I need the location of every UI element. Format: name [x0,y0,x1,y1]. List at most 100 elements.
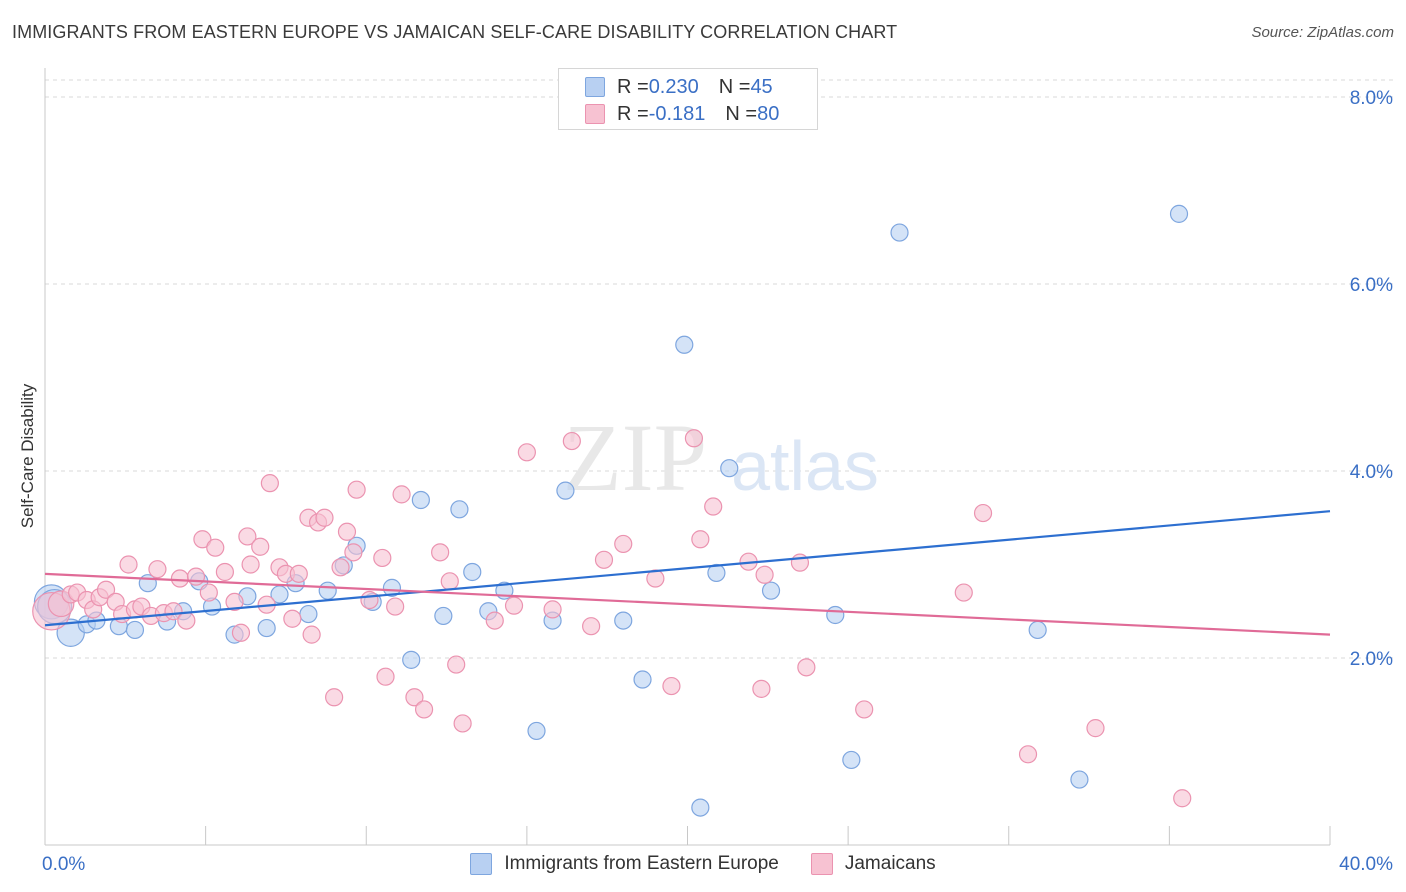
jamaican-point [302,625,321,644]
x-tick-label: 0.0% [42,854,85,875]
jamaican-point [752,679,771,698]
legend-label: Jamaicans [844,853,936,874]
jamaican-point [315,508,334,527]
watermark-zip: ZIP [563,404,707,511]
trend-lines [44,510,1331,636]
jamaican-point [331,558,350,577]
jamaican-point [170,569,190,588]
eastern-europe-point [411,490,430,510]
series1-swatch [585,77,605,97]
jamaican-point [662,676,681,696]
jamaican-point [954,583,973,602]
eastern-europe-point [299,604,318,624]
eastern-europe-point [556,481,575,500]
jamaican-point [347,480,366,499]
jamaican-point [231,623,251,642]
jamaican-point [289,564,308,583]
jamaican-point [1086,719,1105,738]
jamaican-point [119,555,138,574]
jamaican-point [614,534,633,554]
jamaican-point [485,611,504,630]
jamaican-point [199,583,218,602]
series2-swatch [585,104,605,124]
n-label: N = [718,75,751,98]
eastern-europe-point [450,500,469,519]
jamaican-point [386,597,405,616]
data-points [32,204,1192,817]
jamaican-point [1173,789,1192,808]
axes [44,68,1331,846]
eastern-europe-point [1169,204,1189,223]
r-value: -0.181 [648,102,706,125]
source-credit: Source: ZipAtlas.com [1251,24,1394,41]
eastern-europe-point [720,459,739,478]
n-value: 80 [757,102,780,125]
jamaican-point [373,548,392,568]
eastern-europe-point [707,563,726,583]
jamaican-point [260,474,279,493]
jamaican-point [405,688,424,707]
eastern-europe-point [125,620,145,640]
jamaican-point [225,592,244,612]
jamaican-point [504,596,524,615]
y-tick-label: 4.0% [1350,462,1393,483]
series-legend: Immigrants from Eastern Europe Jamaicans [0,850,1406,878]
x-tick-label: 40.0% [1339,854,1393,875]
eastern-europe-point [434,606,453,626]
jamaican-point [186,567,206,586]
jamaican-point [797,658,816,677]
jamaican-point [543,600,562,619]
eastern-europe-point [826,605,845,625]
jamaican-point [684,429,704,448]
eastern-europe-point [842,750,861,770]
eastern-europe-point [675,335,694,354]
tick-labels: 2.0% 4.0% 6.0% 8.0% 0.0% 40.0% [42,88,1393,875]
jamaican-trend-line [44,572,1331,636]
jamaican-point [755,565,774,584]
eastern-europe-point [318,581,337,600]
legend-item-eastern-europe[interactable]: Immigrants from Eastern Europe [470,853,779,875]
legend-label: Immigrants from Eastern Europe [504,853,779,874]
eastern-europe-point [1028,620,1047,640]
n-value: 45 [750,75,773,98]
y-tick-label: 2.0% [1350,649,1393,670]
jamaican-point [241,555,260,574]
jamaican-point [238,527,257,546]
jamaican-point [344,543,363,562]
eastern-europe-point [527,721,546,741]
eastern-europe-point [463,562,482,582]
eastern-europe-trend-line [44,510,1331,627]
jamaican-point [215,562,234,582]
legend-row-series2: R = -0.181 N = 80 [585,102,779,126]
jamaican-point [855,700,874,719]
jamaican-point [96,580,116,599]
eastern-europe-point [890,223,909,242]
legend-item-jamaicans[interactable]: Jamaicans [810,853,936,875]
watermark: ZIP atlas [563,404,879,511]
jamaican-point [283,609,302,628]
jamaican-point [414,700,434,719]
correlation-legend: R = 0.230 N = 45 R = -0.181 N = 80 [558,68,818,130]
jamaican-point [392,485,411,504]
eastern-europe-point [402,650,421,669]
eastern-europe-point [633,670,652,689]
jamaican-point [337,522,357,541]
jamaican-point [973,503,993,523]
eastern-europe-point [614,611,633,630]
r-value: 0.230 [648,75,699,98]
y-tick-label: 6.0% [1350,275,1393,296]
eastern-europe-point [1070,770,1089,789]
r-label: R = [617,102,649,125]
series2-swatch [810,853,833,875]
jamaican-point [517,443,536,462]
jamaican-point [704,497,723,516]
jamaican-point [325,688,344,707]
n-label: N = [725,102,758,125]
y-tick-label: 8.0% [1350,88,1393,109]
jamaican-point [251,537,270,556]
jamaican-point [177,611,196,630]
jamaican-point [594,550,614,569]
jamaican-point [360,590,379,610]
eastern-europe-point [761,581,781,600]
